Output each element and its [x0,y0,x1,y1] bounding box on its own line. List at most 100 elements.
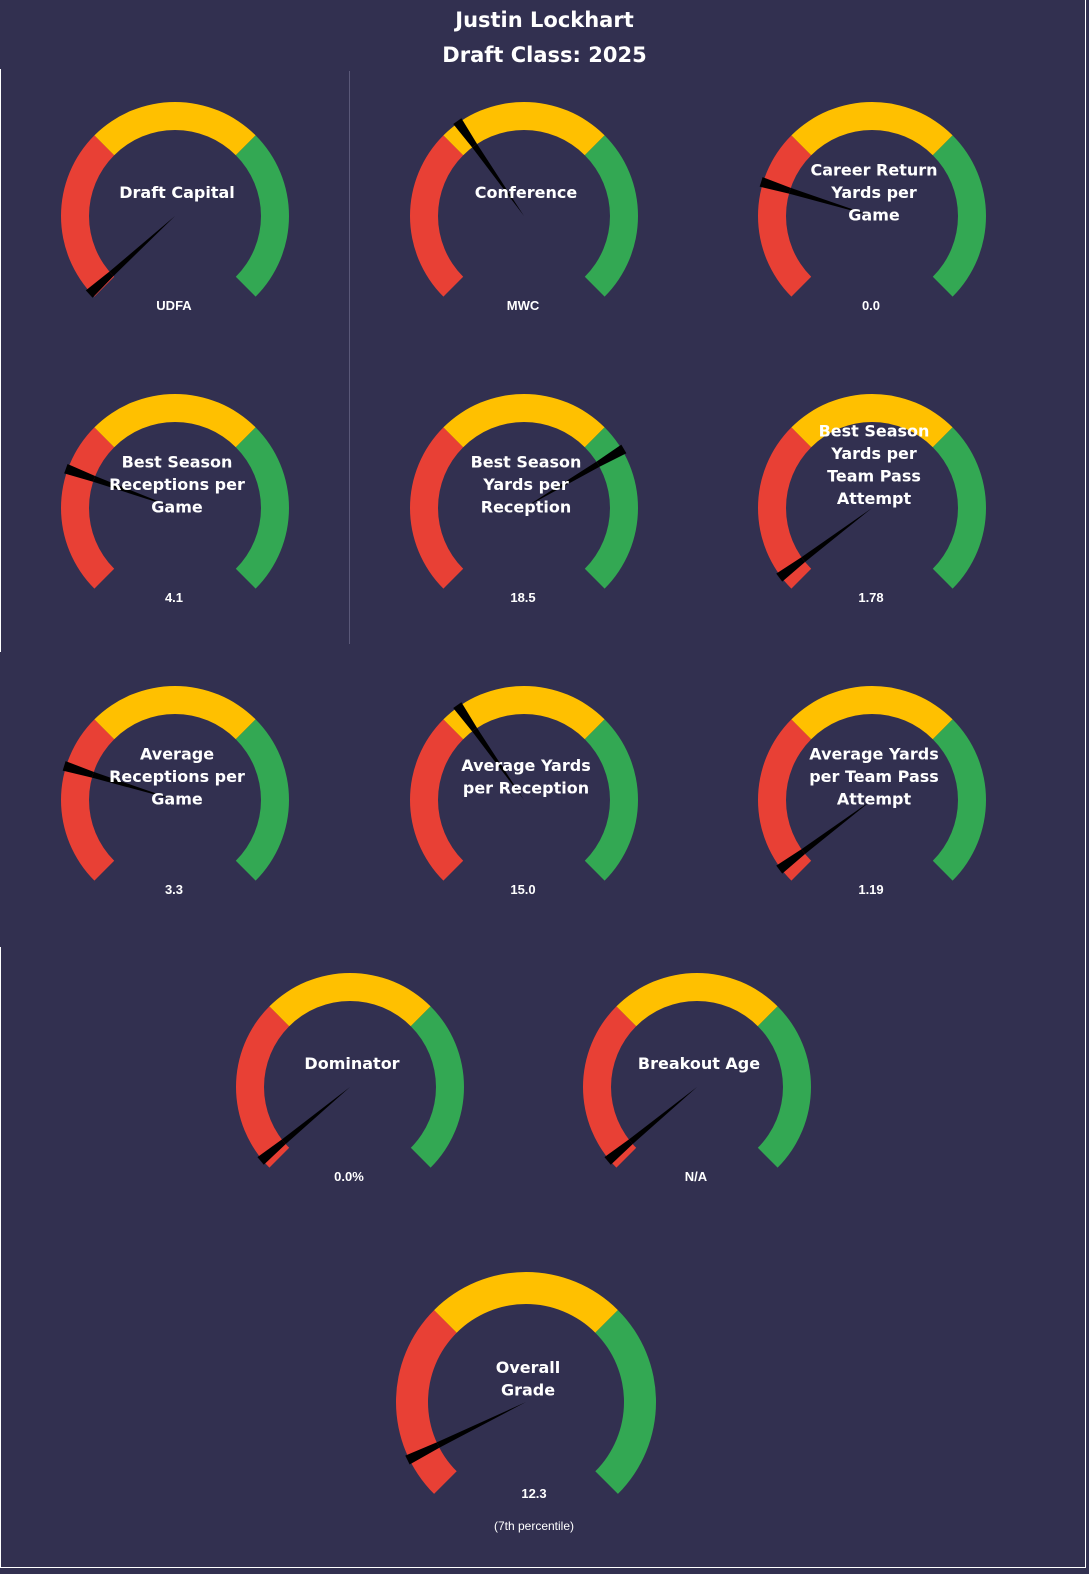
gauge-band-high [757,1006,811,1168]
gauge-band-high [584,427,638,589]
gauge-needle [109,216,175,277]
gauge-band-high [584,719,638,881]
gauge-band-low [758,719,812,881]
gauge-needle [281,1087,350,1145]
gauge-band-high [410,1006,464,1168]
gauge-label-line: Yards per [830,444,917,463]
gauge-value: MWC [507,298,540,313]
gauge-needle [628,1087,697,1145]
gauge-value: 1.19 [858,882,883,897]
gauge-label-line: Best Season [122,453,233,472]
gauge-6: Best Season Yards per Team Pass Attempt 1.78 [758,394,986,605]
draft-class-title: Draft Class: 2025 [442,43,647,67]
gauge-label-line: Dominator [304,1054,399,1073]
gauge-1: Draft Capital UDFA [61,102,289,313]
gauge-subtext: (7th percentile) [494,1519,574,1533]
gauge-needle-tip [85,271,114,298]
gauge-label-line: Average Yards [809,745,938,764]
gauge-label-line: Receptions per [109,767,245,786]
gauge-label-line: Receptions per [109,475,245,494]
gauge-band-low [61,427,115,589]
gauge-needle [788,187,872,216]
gauge-band-mid [443,394,605,448]
gauge-band-high [932,427,986,589]
gauge-band-mid [434,1272,618,1333]
gauge-needle [472,143,524,216]
gauge-value: 4.1 [165,590,183,605]
gauge-band-high [595,1310,656,1494]
gauge-label-line: Overall [496,1358,561,1377]
gauge-9: Average Yards per Team Pass Attempt 1.19 [758,686,987,897]
gauge-3: Career Return Yards per Game 0.0 [758,102,987,313]
gauge-value: 3.3 [165,882,183,897]
gauge-needle [801,508,872,563]
gauge-value: 0.0 [862,298,880,313]
gauge-band-low [582,1006,637,1168]
gauge-band-mid [616,973,778,1027]
gauge-needle-tip [776,557,806,582]
gauge-band-high [235,135,289,297]
gauge-5: Best Season Yards per Reception 18.5 [410,394,638,605]
gauge-band-low [61,135,115,297]
gauge-label-line: Breakout Age [638,1054,760,1073]
gauge-needle [524,461,600,508]
frame-line-left-mid [0,947,1,1567]
gauge-value: 18.5 [510,590,535,605]
gauge-band-mid [791,102,953,156]
section-divider [349,71,350,644]
gauge-band-high [235,719,289,881]
gauge-band-high [584,135,638,297]
gauge-value: 0.0% [334,1169,364,1184]
gauge-band-mid [269,973,431,1027]
gauge-label-line: Yards per [830,183,917,202]
gauge-band-low [235,1006,290,1168]
gauge-label-line: Game [151,498,203,517]
frame-line-right [1085,0,1086,1568]
gauge-label-line: Draft Capital [119,183,235,202]
gauge-band-low [61,719,115,881]
gauge-needle-tip [604,1139,633,1165]
gauge-needle [801,800,872,855]
gauge-band-high [932,719,987,881]
gauge-needle-tip [257,1139,286,1165]
gauge-band-low [396,1310,457,1494]
gauge-label-line: Attempt [837,790,912,809]
gauge-4: Best Season Receptions per Game 4.1 [61,394,289,605]
gauge-12: Overall Grade 12.3 (7th percentile) [396,1272,656,1533]
gauge-needle [93,476,175,508]
gauge-label-line: Best Season [819,421,930,440]
gauge-band-mid [791,686,953,740]
gauge-band-low [758,427,812,589]
gauge-band-mid [791,394,953,448]
gauge-band-high [932,135,987,297]
gauge-label-line: Best Season [471,453,582,472]
gauge-band-low [410,719,464,881]
gauge-value: 12.3 [521,1486,546,1501]
gauge-label-line: per Team Pass [809,767,939,786]
gauge-band-low [410,135,464,297]
gauge-label-line: Game [848,206,900,225]
gauge-label-line: Reception [481,498,571,517]
gauge-7: Average Receptions per Game 3.3 [61,686,289,897]
gauge-band-low [758,135,812,297]
gauge-band-high [235,427,289,589]
gauge-value: 15.0 [510,882,535,897]
gauge-needle-tip [405,1442,440,1465]
gauge-2: Conference MWC [410,102,638,313]
gauge-needle [91,771,175,800]
gauge-label-line: Team Pass [827,466,921,485]
gauge-10: Dominator 0.0% [235,973,464,1184]
gauge-label-line: per Reception [463,778,589,797]
frame-line-left-top [0,69,1,652]
gauge-8: Average Yards per Reception 15.0 [410,686,638,897]
gauge-value: UDFA [156,298,192,313]
gauge-band-low [410,427,464,589]
gauge-needle-tip [64,464,96,482]
gauge-band-mid [94,686,256,740]
player-name-title: Justin Lockhart [455,8,634,32]
gauge-needle [436,1402,526,1448]
gauge-value: 1.78 [858,590,883,605]
gauge-label-line: Career Return [810,161,937,180]
gauge-label-line: Yards per [482,475,569,494]
gauge-band-mid [94,394,256,448]
